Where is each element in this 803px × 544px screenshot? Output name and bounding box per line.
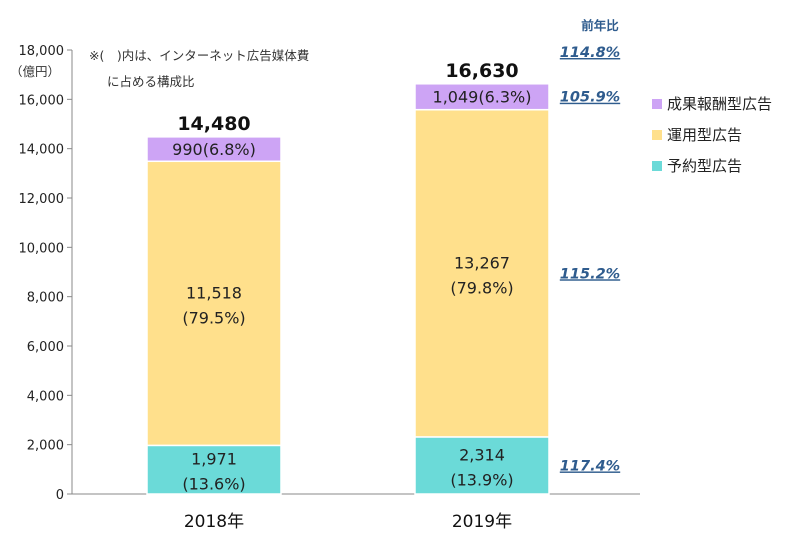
y-axis-unit: （億円）	[10, 64, 60, 79]
y-axis: 0 2,000 4,000 6,000 8,000 10,000 12,000 14,000 1…	[19, 44, 640, 503]
y-tick-label: 18,000	[19, 44, 65, 59]
x-category-label: 2019年	[452, 512, 512, 532]
bar-total-label: 16,630	[445, 60, 518, 82]
yoy-total-value: 114.8%	[560, 45, 620, 61]
yoy-header: 前年比	[581, 18, 619, 33]
data-labels: 1,971 (13.6%) 11,518 (79.5%) 990(6.8%) 14,480…	[172, 60, 531, 532]
bar-segment	[414, 108, 550, 438]
legend-label: 予約型広告	[667, 157, 742, 175]
bar-segment	[414, 83, 550, 111]
legend-swatch	[652, 161, 662, 171]
segment-value-label: 11,518	[186, 283, 242, 302]
yoy-column: 117.4% 115.2% 105.9% 114.8%	[560, 45, 620, 474]
segment-value-label: 990(6.8%)	[172, 140, 256, 159]
segment-value-label: 2,314	[459, 445, 505, 464]
yoy-value: 115.2%	[560, 266, 620, 282]
bar-segment	[146, 444, 282, 495]
yoy-value: 117.4%	[560, 458, 620, 474]
y-tick-label: 12,000	[19, 192, 65, 207]
segment-share-label: (13.9%)	[450, 470, 513, 489]
legend-label: 成果報酬型広告	[667, 95, 772, 113]
y-tick-label: 4,000	[27, 389, 64, 404]
segment-share-label: (79.8%)	[450, 278, 513, 297]
legend-swatch	[652, 99, 662, 109]
y-tick-label: 10,000	[19, 241, 65, 256]
note-line-2: に占める構成比	[107, 74, 195, 89]
segment-share-label: (13.6%)	[182, 475, 245, 494]
y-tick-label: 14,000	[19, 143, 65, 158]
legend-swatch	[652, 130, 662, 140]
y-tick-label: 8,000	[27, 291, 64, 306]
y-tick-label: 0	[56, 488, 64, 503]
note-line-1: ※( )内は、インターネット広告媒体費	[89, 48, 309, 63]
y-tick-label: 6,000	[27, 340, 64, 355]
bars	[146, 83, 550, 495]
y-tick-label: 16,000	[19, 93, 65, 108]
bar-segment	[146, 136, 282, 163]
bar-segment	[414, 436, 550, 495]
segment-value-label: 1,049(6.3%)	[433, 88, 532, 107]
segment-value-label: 13,267	[454, 253, 510, 272]
legend-label: 運用型広告	[667, 126, 742, 144]
segment-value-label: 1,971	[191, 450, 237, 469]
yoy-value: 105.9%	[560, 90, 620, 106]
y-tick-label: 2,000	[27, 439, 64, 454]
bar-total-label: 14,480	[177, 113, 250, 135]
bar-segment	[146, 160, 282, 447]
x-category-label: 2018年	[184, 512, 244, 532]
segment-share-label: (79.5%)	[182, 308, 245, 327]
